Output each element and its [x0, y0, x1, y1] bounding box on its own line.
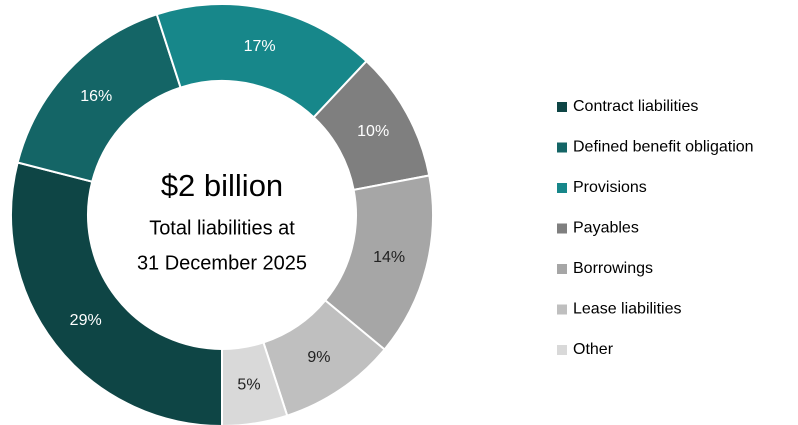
legend-label: Contract liabilities: [573, 98, 698, 115]
legend-label: Lease liabilities: [573, 301, 682, 318]
legend-swatch: [557, 264, 567, 274]
legend-label: Borrowings: [573, 260, 653, 277]
legend-label: Defined benefit obligation: [573, 139, 754, 156]
value-label: 5%: [237, 377, 260, 394]
center-subtitle: 31 December 2025: [137, 252, 307, 274]
value-label: 17%: [244, 38, 276, 55]
value-label: 16%: [80, 88, 112, 105]
legend-label: Payables: [573, 220, 639, 237]
legend-label: Provisions: [573, 179, 647, 196]
donut-segment: [10, 161, 223, 425]
center-subtitle: Total liabilities at: [149, 217, 295, 239]
value-label: 14%: [373, 249, 405, 266]
donut-segment: [221, 341, 289, 425]
value-label: 29%: [70, 312, 102, 329]
legend-swatch: [557, 345, 567, 355]
legend-swatch: [557, 183, 567, 193]
legend-label: Other: [573, 341, 614, 358]
legend-swatch: [557, 142, 567, 153]
value-label: 10%: [357, 123, 389, 140]
legend-swatch: [557, 304, 567, 315]
legend-swatch: [557, 102, 567, 112]
center-title: $2 billion: [161, 168, 283, 203]
legend-swatch: [557, 223, 567, 234]
value-label: 9%: [307, 349, 330, 366]
